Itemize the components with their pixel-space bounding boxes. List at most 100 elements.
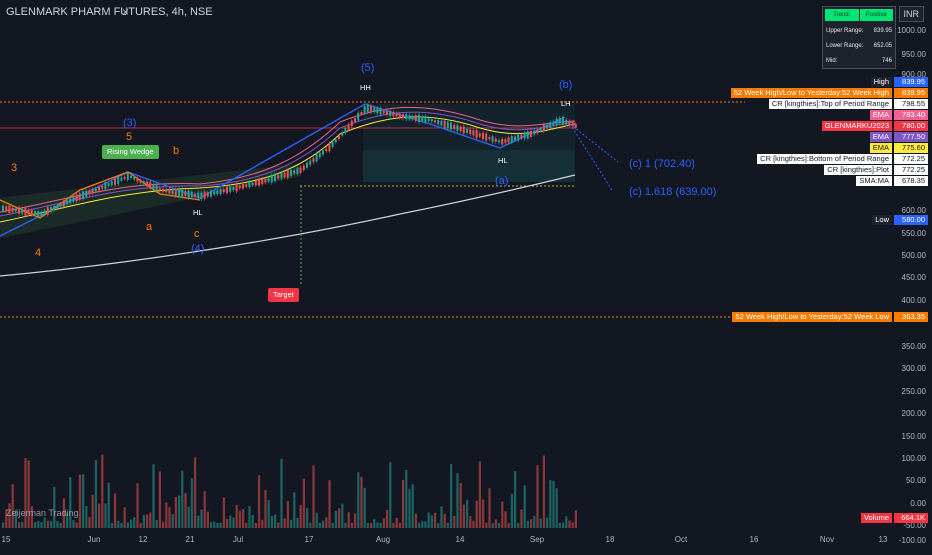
candle-body [395, 113, 398, 117]
volume-bar [213, 521, 216, 528]
candle-body [203, 191, 206, 199]
candle-body [190, 191, 193, 198]
candle-body [290, 169, 292, 177]
volume-bar [386, 509, 389, 528]
volume-bar [322, 520, 325, 528]
candle-body [363, 105, 366, 114]
candle-body [2, 205, 4, 211]
price-tag-value: 772.25 [894, 154, 928, 164]
candle-body [501, 138, 504, 145]
y-tick: 450.00 [901, 273, 926, 282]
volume-bar [555, 488, 558, 528]
candle-body [462, 126, 465, 134]
volume-bar [395, 518, 398, 528]
price-tag-label: Volume [860, 513, 892, 523]
candle-body [56, 205, 59, 209]
volume-bar [59, 522, 62, 528]
candle-body [402, 114, 404, 119]
volume-bar [440, 506, 443, 528]
trend-info-table: Trend: Positive Upper Range: 839.95 Lower… [822, 6, 896, 69]
volume-bar [120, 522, 123, 528]
candle-body [536, 129, 539, 133]
volume-bar [450, 464, 453, 528]
y-tick: 350.00 [901, 342, 926, 351]
volume-bar [123, 507, 126, 528]
candle-body [133, 177, 136, 180]
y-tick: 150.00 [901, 432, 926, 441]
volume-bar [72, 520, 75, 528]
period-range-lower [363, 150, 575, 182]
price-tag-label: GLENMARKU2023 [821, 121, 892, 131]
candle-body [235, 184, 238, 192]
candle-body [277, 175, 280, 179]
candle-body [379, 108, 382, 115]
candle-body [46, 207, 49, 215]
volume-bar [443, 513, 446, 528]
candle-body [14, 208, 17, 212]
candle-body [546, 124, 548, 129]
volume-bar [254, 522, 257, 528]
volume-bar [408, 489, 411, 528]
candle-body [283, 172, 286, 177]
candle-body [549, 122, 552, 128]
candle-body [219, 188, 222, 194]
x-tick: 17 [304, 535, 314, 544]
wave5-blue-label: (5) [361, 62, 375, 74]
volume-bar [107, 482, 110, 528]
candle-body [280, 173, 283, 179]
volume-bar [571, 522, 574, 528]
volume-bar [50, 520, 53, 528]
candle-body [574, 124, 577, 128]
candle-body [91, 188, 94, 194]
volume-bar [446, 522, 449, 528]
lh-label: LH [561, 99, 571, 108]
candle-body [520, 134, 523, 139]
b-orange-label: b [173, 145, 180, 157]
candle-body [338, 135, 340, 140]
price-tag-label: 52 Week High/Low to Yesterday:52 Week Hi… [730, 88, 892, 98]
hl-label-2: HL [498, 156, 508, 165]
volume-bar [488, 488, 491, 528]
candle-body [491, 136, 494, 143]
volume-bar [357, 472, 360, 528]
volume-bar [402, 479, 405, 528]
price-tag-value: 839.95 [894, 77, 928, 87]
candle-body [478, 133, 481, 137]
rising-wedge-label: Rising Wedge [102, 145, 159, 159]
volume-bar [347, 512, 350, 528]
candle-body [101, 185, 104, 189]
volume-bar [542, 455, 545, 528]
candle-body [5, 206, 8, 212]
wave3-blue-label: (3) [123, 117, 137, 129]
volume-bar [430, 515, 433, 528]
volume-bar [126, 522, 129, 528]
fib-1618-label: (c) 1.618 (639.00) [629, 186, 717, 198]
target-label: Target [268, 288, 299, 302]
volume-bar [222, 497, 225, 528]
candle-body [126, 172, 129, 181]
candle-body [210, 190, 212, 197]
price-tag-label: CR [kingthies]:Plot [824, 165, 892, 175]
candle-body [523, 132, 526, 139]
volume-bar [382, 518, 385, 528]
currency-label[interactable]: INR [898, 6, 924, 22]
candle-body [347, 124, 350, 130]
candle-body [222, 189, 225, 193]
volume-bar [194, 457, 197, 528]
close-icon[interactable]: × [122, 5, 130, 19]
y-tick: 50.00 [905, 476, 926, 485]
volume-bar [341, 503, 344, 528]
candle-body [110, 181, 113, 185]
volume-bar [363, 487, 366, 528]
candle-body [104, 182, 107, 190]
volume-bar [66, 513, 69, 528]
x-tick: 16 [749, 535, 759, 544]
volume-bar [312, 465, 315, 528]
volume-bar [88, 517, 91, 528]
volume-bar [75, 522, 78, 528]
candle-body [11, 207, 14, 212]
volume-bar [264, 489, 267, 528]
volume-bar [309, 522, 312, 528]
